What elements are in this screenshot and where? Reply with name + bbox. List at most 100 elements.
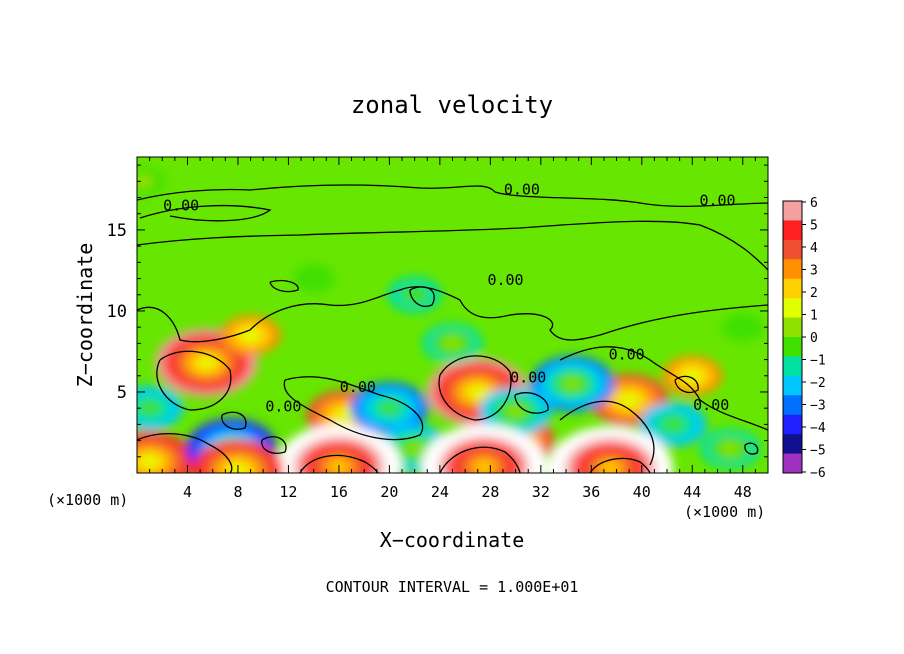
- colorbar-tick-label: −3: [810, 399, 826, 414]
- z-unit-label: (×1000 m): [47, 491, 128, 509]
- x-tick-label: 44: [683, 483, 701, 501]
- field-blob: [469, 386, 487, 398]
- field-blob: [563, 378, 581, 390]
- chart-title: zonal velocity: [351, 91, 553, 119]
- x-tick-label: 28: [481, 483, 499, 501]
- plot-area: 0.00 0.00 0.00 0.00 0.00 0.00 0.00 0.00 0.00: [137, 157, 768, 473]
- field-blob: [137, 173, 155, 189]
- x-tick-label: 20: [380, 483, 398, 501]
- colorbar-swatch: [783, 337, 802, 357]
- x-tick-label: 8: [233, 483, 242, 501]
- contour-labels: 0.00 0.00 0.00 0.00 0.00 0.00 0.00 0.00 0.00: [163, 180, 735, 415]
- colorbar-swatch: [783, 453, 802, 474]
- colorbar-swatch: [783, 434, 802, 455]
- x-tick-label: 36: [582, 483, 600, 501]
- field-blob: [442, 336, 463, 351]
- y-tick-label: 15: [107, 221, 127, 241]
- field-blob: [506, 405, 525, 418]
- x-tick-label: 12: [279, 483, 297, 501]
- colorbar-tick-label: 6: [810, 196, 818, 211]
- colorbar-swatch: [783, 259, 802, 280]
- contour-line: [589, 457, 651, 473]
- colorbar-swatch: [783, 201, 802, 221]
- contour-line: [139, 204, 272, 222]
- contour-line: [221, 411, 247, 430]
- x-unit-label: (×1000 m): [684, 503, 765, 521]
- contour-line: [137, 220, 768, 271]
- colorbar-tick-label: 4: [810, 241, 818, 256]
- colorbar-tick-label: 0: [810, 331, 818, 346]
- contour-label: 0.00: [163, 196, 199, 214]
- field-blob: [475, 460, 494, 473]
- field-blob: [401, 285, 429, 304]
- colorbar-tick-label: 5: [810, 219, 818, 234]
- colorbar-tick-label: −1: [810, 354, 826, 369]
- field-blob: [240, 328, 261, 342]
- contour-line: [283, 376, 424, 441]
- colorbar-swatch: [783, 375, 802, 396]
- colorbar-tick-label: 2: [810, 286, 818, 301]
- colorbar: 6 5 4 3 2 1 0 −1 −2 −3 −4 −5 −6: [782, 196, 826, 481]
- y-axis: 5 10 15: [107, 164, 768, 474]
- field-blob: [379, 401, 400, 415]
- contour-label: 0.00: [699, 192, 735, 210]
- field-blob: [292, 264, 335, 293]
- x-tick-label: 4: [183, 483, 192, 501]
- field-blob: [601, 462, 620, 473]
- colorbar-swatch: [783, 414, 802, 435]
- x-tick-label: 32: [532, 483, 550, 501]
- contour-line: [438, 355, 512, 421]
- colorbar-tick-label: −4: [810, 421, 826, 436]
- contour-line: [439, 446, 521, 473]
- contour-line: [137, 286, 768, 343]
- colorbar-swatch: [783, 317, 802, 338]
- colorbar-swatch: [783, 356, 802, 377]
- contour-line: [674, 375, 699, 394]
- contour-line: [261, 436, 287, 454]
- field-blob: [720, 442, 741, 456]
- x-axis: 4 8 12 16 20 24 28 32 36 40 44 48: [136, 157, 769, 501]
- x-tick-label: 48: [734, 483, 752, 501]
- contour-line: [269, 279, 299, 293]
- field-blob: [682, 369, 703, 383]
- zero-contours: [137, 184, 768, 473]
- colorbar-tick-label: 1: [810, 309, 818, 324]
- contour-line: [514, 392, 549, 414]
- contour-label: 0.00: [693, 396, 729, 414]
- field-blob: [405, 442, 424, 455]
- contour-label: 0.00: [340, 378, 376, 396]
- y-tick-label: 10: [107, 302, 127, 322]
- contour-line: [744, 442, 759, 455]
- contour-label: 0.00: [487, 271, 523, 289]
- field-blob: [138, 400, 161, 416]
- field-blob: [662, 417, 685, 432]
- y-tick-label: 5: [117, 383, 127, 403]
- contour-interval-note: CONTOUR INTERVAL = 1.000E+01: [326, 578, 579, 596]
- field-blob: [140, 455, 159, 468]
- colorbar-swatch: [783, 395, 802, 416]
- contour-label: 0.00: [265, 397, 301, 415]
- colorbar-tick-label: −6: [810, 466, 826, 481]
- contour-line: [137, 433, 233, 473]
- contour-label: 0.00: [609, 346, 645, 364]
- x-tick-label: 16: [330, 483, 348, 501]
- contour-line: [156, 350, 232, 411]
- contour-line: [559, 400, 655, 466]
- contour-line: [137, 184, 768, 207]
- field-blob: [721, 313, 764, 342]
- colorbar-swatch: [783, 220, 802, 241]
- colorbar-tick-label: −2: [810, 376, 826, 391]
- colorbar-tick-label: 3: [810, 264, 818, 279]
- y-axis-label: Z−coordinate: [73, 243, 97, 388]
- contour-line: [559, 346, 768, 431]
- field-blob: [335, 409, 355, 423]
- contour-label: 0.00: [504, 180, 540, 198]
- colorbar-swatch: [783, 298, 802, 319]
- x-tick-label: 24: [431, 483, 449, 501]
- contour-line: [409, 286, 435, 307]
- x-tick-label: 40: [633, 483, 651, 501]
- contour-label: 0.00: [510, 368, 546, 386]
- colorbar-swatch: [783, 239, 802, 260]
- colorbar-tick-label: −5: [810, 444, 826, 459]
